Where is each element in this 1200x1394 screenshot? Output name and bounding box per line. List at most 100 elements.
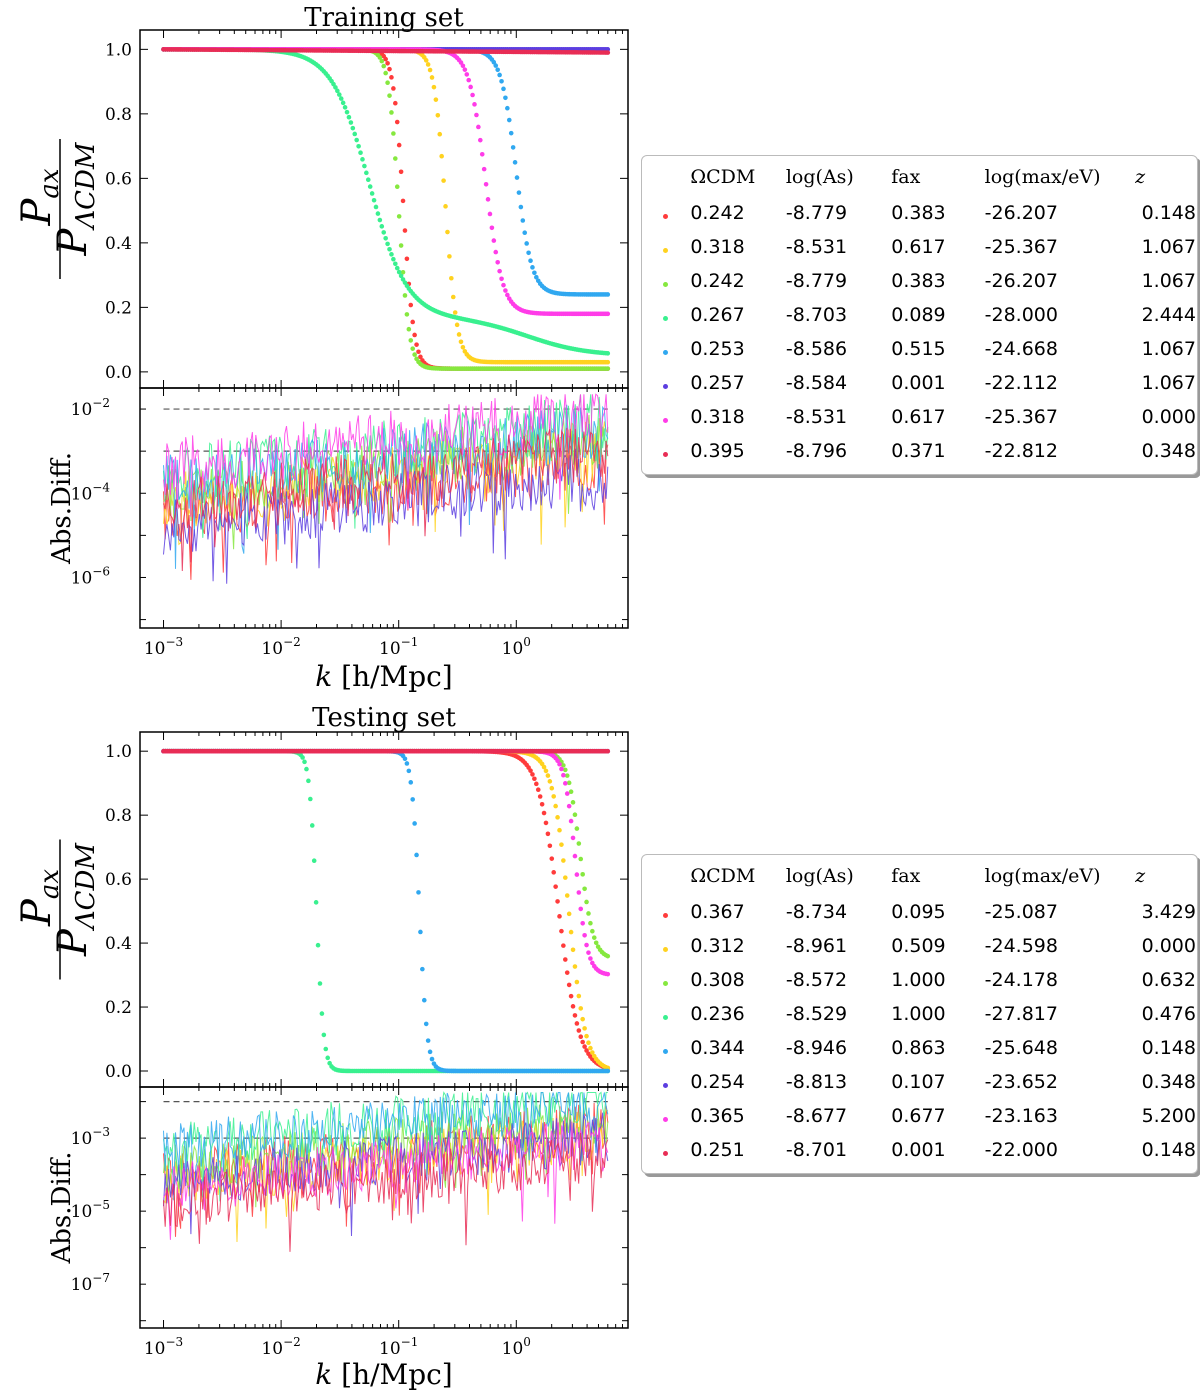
series-3 <box>161 748 611 1202</box>
xtick-label: 10−1 <box>379 635 418 659</box>
data-point <box>439 153 444 159</box>
legend-logm: -26.207 <box>984 270 1058 292</box>
data-point <box>497 268 502 274</box>
data-point <box>402 293 408 298</box>
data-point <box>379 224 385 229</box>
ytick-label: 1.0 <box>105 742 132 762</box>
data-point <box>568 789 574 795</box>
legend-marker <box>642 264 689 298</box>
diff-ytick-label: 10−7 <box>71 1271 110 1295</box>
data-point <box>377 217 383 223</box>
data-point <box>578 856 584 862</box>
data-point <box>584 942 589 948</box>
legend-dot-icon <box>663 1083 669 1088</box>
legend-logAs: -8.531 <box>785 406 848 428</box>
data-point <box>576 993 582 999</box>
legend-z: 0.148 <box>1141 202 1196 224</box>
data-point <box>423 1021 429 1027</box>
data-point <box>574 826 580 831</box>
data-point <box>464 72 470 77</box>
data-point <box>572 853 578 859</box>
data-point <box>572 1013 578 1018</box>
data-point <box>557 914 562 919</box>
data-point <box>406 326 412 332</box>
data-point <box>462 67 468 72</box>
legend-z: 0.632 <box>1141 969 1196 991</box>
legend-logAs: -8.677 <box>785 1105 848 1127</box>
data-point <box>389 252 394 257</box>
data-point <box>410 797 415 802</box>
data-point <box>383 70 388 76</box>
data-point <box>408 302 414 308</box>
data-point <box>458 339 464 345</box>
legend-marker <box>642 1133 689 1167</box>
data-point <box>501 86 506 92</box>
data-point <box>483 181 489 187</box>
legend-dot-icon <box>663 214 669 219</box>
legend-marker <box>642 400 689 434</box>
data-point <box>580 1039 585 1045</box>
data-point <box>385 60 390 66</box>
data-point <box>588 1045 593 1051</box>
data-point <box>574 1021 580 1026</box>
data-point <box>576 1028 582 1033</box>
legend-dot-icon <box>663 981 669 986</box>
data-point <box>570 835 576 841</box>
xtick-label: 10−1 <box>379 1335 418 1359</box>
data-point <box>562 957 568 962</box>
legend-logm: -23.163 <box>984 1105 1058 1127</box>
data-point <box>476 124 481 130</box>
data-point <box>590 928 595 934</box>
data-point <box>562 767 568 773</box>
data-point <box>576 841 582 846</box>
legend-logm: -22.812 <box>984 440 1058 462</box>
data-point <box>489 225 495 231</box>
data-point <box>532 776 537 782</box>
ytick-label: 1.0 <box>105 40 132 60</box>
legend-fax: 0.515 <box>891 338 946 360</box>
xlabel: k [h/Mpc] <box>315 1358 452 1391</box>
legend-dot-icon <box>663 282 669 287</box>
data-point <box>564 893 570 898</box>
data-point <box>333 85 338 90</box>
legend-marker <box>642 997 689 1031</box>
legend-omega: 0.344 <box>690 1037 745 1059</box>
data-point <box>348 120 354 125</box>
data-point <box>543 820 549 826</box>
legend-logm: -24.178 <box>984 969 1058 991</box>
data-point <box>396 214 402 219</box>
data-point <box>570 800 576 805</box>
legend-z: 3.429 <box>1141 901 1196 923</box>
legend-row: 0.242 -8.779 0.383 -26.207 1.067 <box>642 264 1197 298</box>
legend-omega: 0.395 <box>690 440 745 462</box>
data-point <box>391 256 396 262</box>
legend-row: 0.254 -8.813 0.107 -23.652 0.348 <box>642 1065 1197 1099</box>
legend-z: 1.067 <box>1141 236 1196 258</box>
data-point <box>447 254 452 259</box>
data-point <box>425 62 431 67</box>
data-point <box>300 755 305 760</box>
data-point <box>429 75 435 80</box>
data-point <box>568 993 574 999</box>
legend-z: 0.000 <box>1141 935 1196 957</box>
data-point <box>491 238 497 243</box>
legend-table: ΩCDM log(As) fax log(max/eV) z 0.367 -8.734 0.0… <box>642 857 1197 1167</box>
data-point <box>562 875 568 880</box>
ytick-label: 0.8 <box>105 806 132 826</box>
data-point <box>572 812 578 817</box>
data-point <box>512 160 518 165</box>
data-point <box>605 311 611 317</box>
legend-dot-icon <box>663 1117 669 1122</box>
data-point <box>491 59 497 65</box>
data-point <box>400 270 406 275</box>
data-point <box>503 288 508 293</box>
data-point <box>429 1056 435 1062</box>
diff-line <box>163 1112 609 1237</box>
legend-omega: 0.367 <box>690 901 745 923</box>
diff-line <box>163 404 609 569</box>
data-point <box>398 273 404 279</box>
data-point <box>402 228 408 233</box>
data-point <box>479 151 485 157</box>
data-point <box>352 131 358 137</box>
legend-z: 0.476 <box>1141 1003 1196 1025</box>
